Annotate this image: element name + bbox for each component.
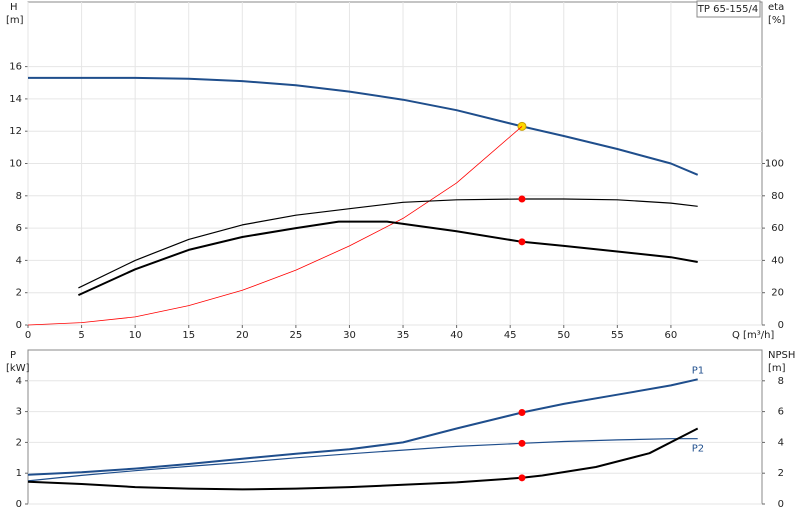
series-line bbox=[78, 198, 698, 289]
x-axis-label: Q [m³/h] bbox=[732, 330, 774, 341]
y-tick-label: 8 bbox=[16, 191, 22, 202]
y2-axis-unit: [m] bbox=[768, 363, 786, 374]
y2-tick-label: 0 bbox=[778, 499, 784, 510]
x-tick-label: 0 bbox=[25, 330, 31, 341]
y2-axis-unit: [%] bbox=[768, 15, 785, 26]
y-tick-label: 2 bbox=[16, 288, 22, 299]
series-line bbox=[27, 438, 698, 482]
y2-tick-label: 0 bbox=[778, 320, 784, 331]
x-tick-label: 55 bbox=[611, 330, 624, 341]
y-tick-label: 0 bbox=[16, 320, 22, 331]
duty-point bbox=[518, 195, 526, 203]
series-line bbox=[27, 378, 698, 476]
duty-point bbox=[518, 238, 526, 246]
series-line bbox=[77, 220, 698, 297]
y2-axis-label: NPSH bbox=[768, 350, 795, 361]
x-tick-label: 5 bbox=[78, 330, 84, 341]
y-tick-label: 4 bbox=[16, 255, 22, 266]
plot-frame bbox=[27, 349, 763, 505]
y2-axis-label: eta bbox=[768, 2, 784, 13]
y-tick-label: 14 bbox=[9, 94, 22, 105]
x-tick-label: 25 bbox=[290, 330, 303, 341]
series-label: P1 bbox=[692, 365, 704, 376]
y-tick-label: 12 bbox=[9, 126, 22, 137]
y-tick-label: 1 bbox=[16, 468, 22, 479]
y-tick-label: 6 bbox=[16, 223, 22, 234]
x-tick-label: 40 bbox=[450, 330, 463, 341]
duty-point bbox=[518, 409, 526, 417]
y2-tick-label: 20 bbox=[771, 288, 784, 299]
y2-tick-label: 40 bbox=[771, 255, 784, 266]
y2-tick-label: 4 bbox=[778, 437, 784, 448]
y2-tick-label: 2 bbox=[778, 468, 784, 479]
series-label: P2 bbox=[692, 444, 704, 455]
x-tick-label: 30 bbox=[343, 330, 356, 341]
y-tick-label: 2 bbox=[16, 437, 22, 448]
y2-tick-label: 6 bbox=[778, 407, 784, 418]
series-line bbox=[27, 427, 699, 491]
y2-tick-label: 60 bbox=[771, 223, 784, 234]
y-tick-label: 10 bbox=[9, 159, 22, 170]
x-tick-label: 45 bbox=[504, 330, 517, 341]
x-tick-label: 10 bbox=[129, 330, 142, 341]
duty-point bbox=[518, 474, 526, 482]
y-tick-label: 0 bbox=[16, 499, 22, 510]
x-tick-label: 60 bbox=[665, 330, 678, 341]
y-axis-unit: [m] bbox=[6, 15, 24, 26]
duty-point bbox=[518, 439, 526, 447]
y2-tick-label: 80 bbox=[771, 191, 784, 202]
x-tick-label: 35 bbox=[397, 330, 410, 341]
y-tick-label: 3 bbox=[16, 407, 22, 418]
y2-tick-label: 100 bbox=[765, 159, 784, 170]
title-box bbox=[696, 0, 761, 18]
chart-title: TP 65-155/4 bbox=[697, 4, 758, 15]
x-tick-label: 50 bbox=[557, 330, 570, 341]
y-axis-label: H bbox=[10, 2, 18, 13]
series-line bbox=[27, 126, 523, 326]
x-tick-label: 20 bbox=[236, 330, 249, 341]
y-axis-label: P bbox=[10, 350, 16, 361]
y-axis-unit: [kW] bbox=[6, 363, 30, 374]
x-tick-label: 15 bbox=[182, 330, 195, 341]
y-tick-label: 4 bbox=[16, 376, 22, 387]
y2-tick-label: 8 bbox=[778, 376, 784, 387]
y-tick-label: 16 bbox=[9, 62, 22, 73]
series-line bbox=[28, 76, 699, 176]
